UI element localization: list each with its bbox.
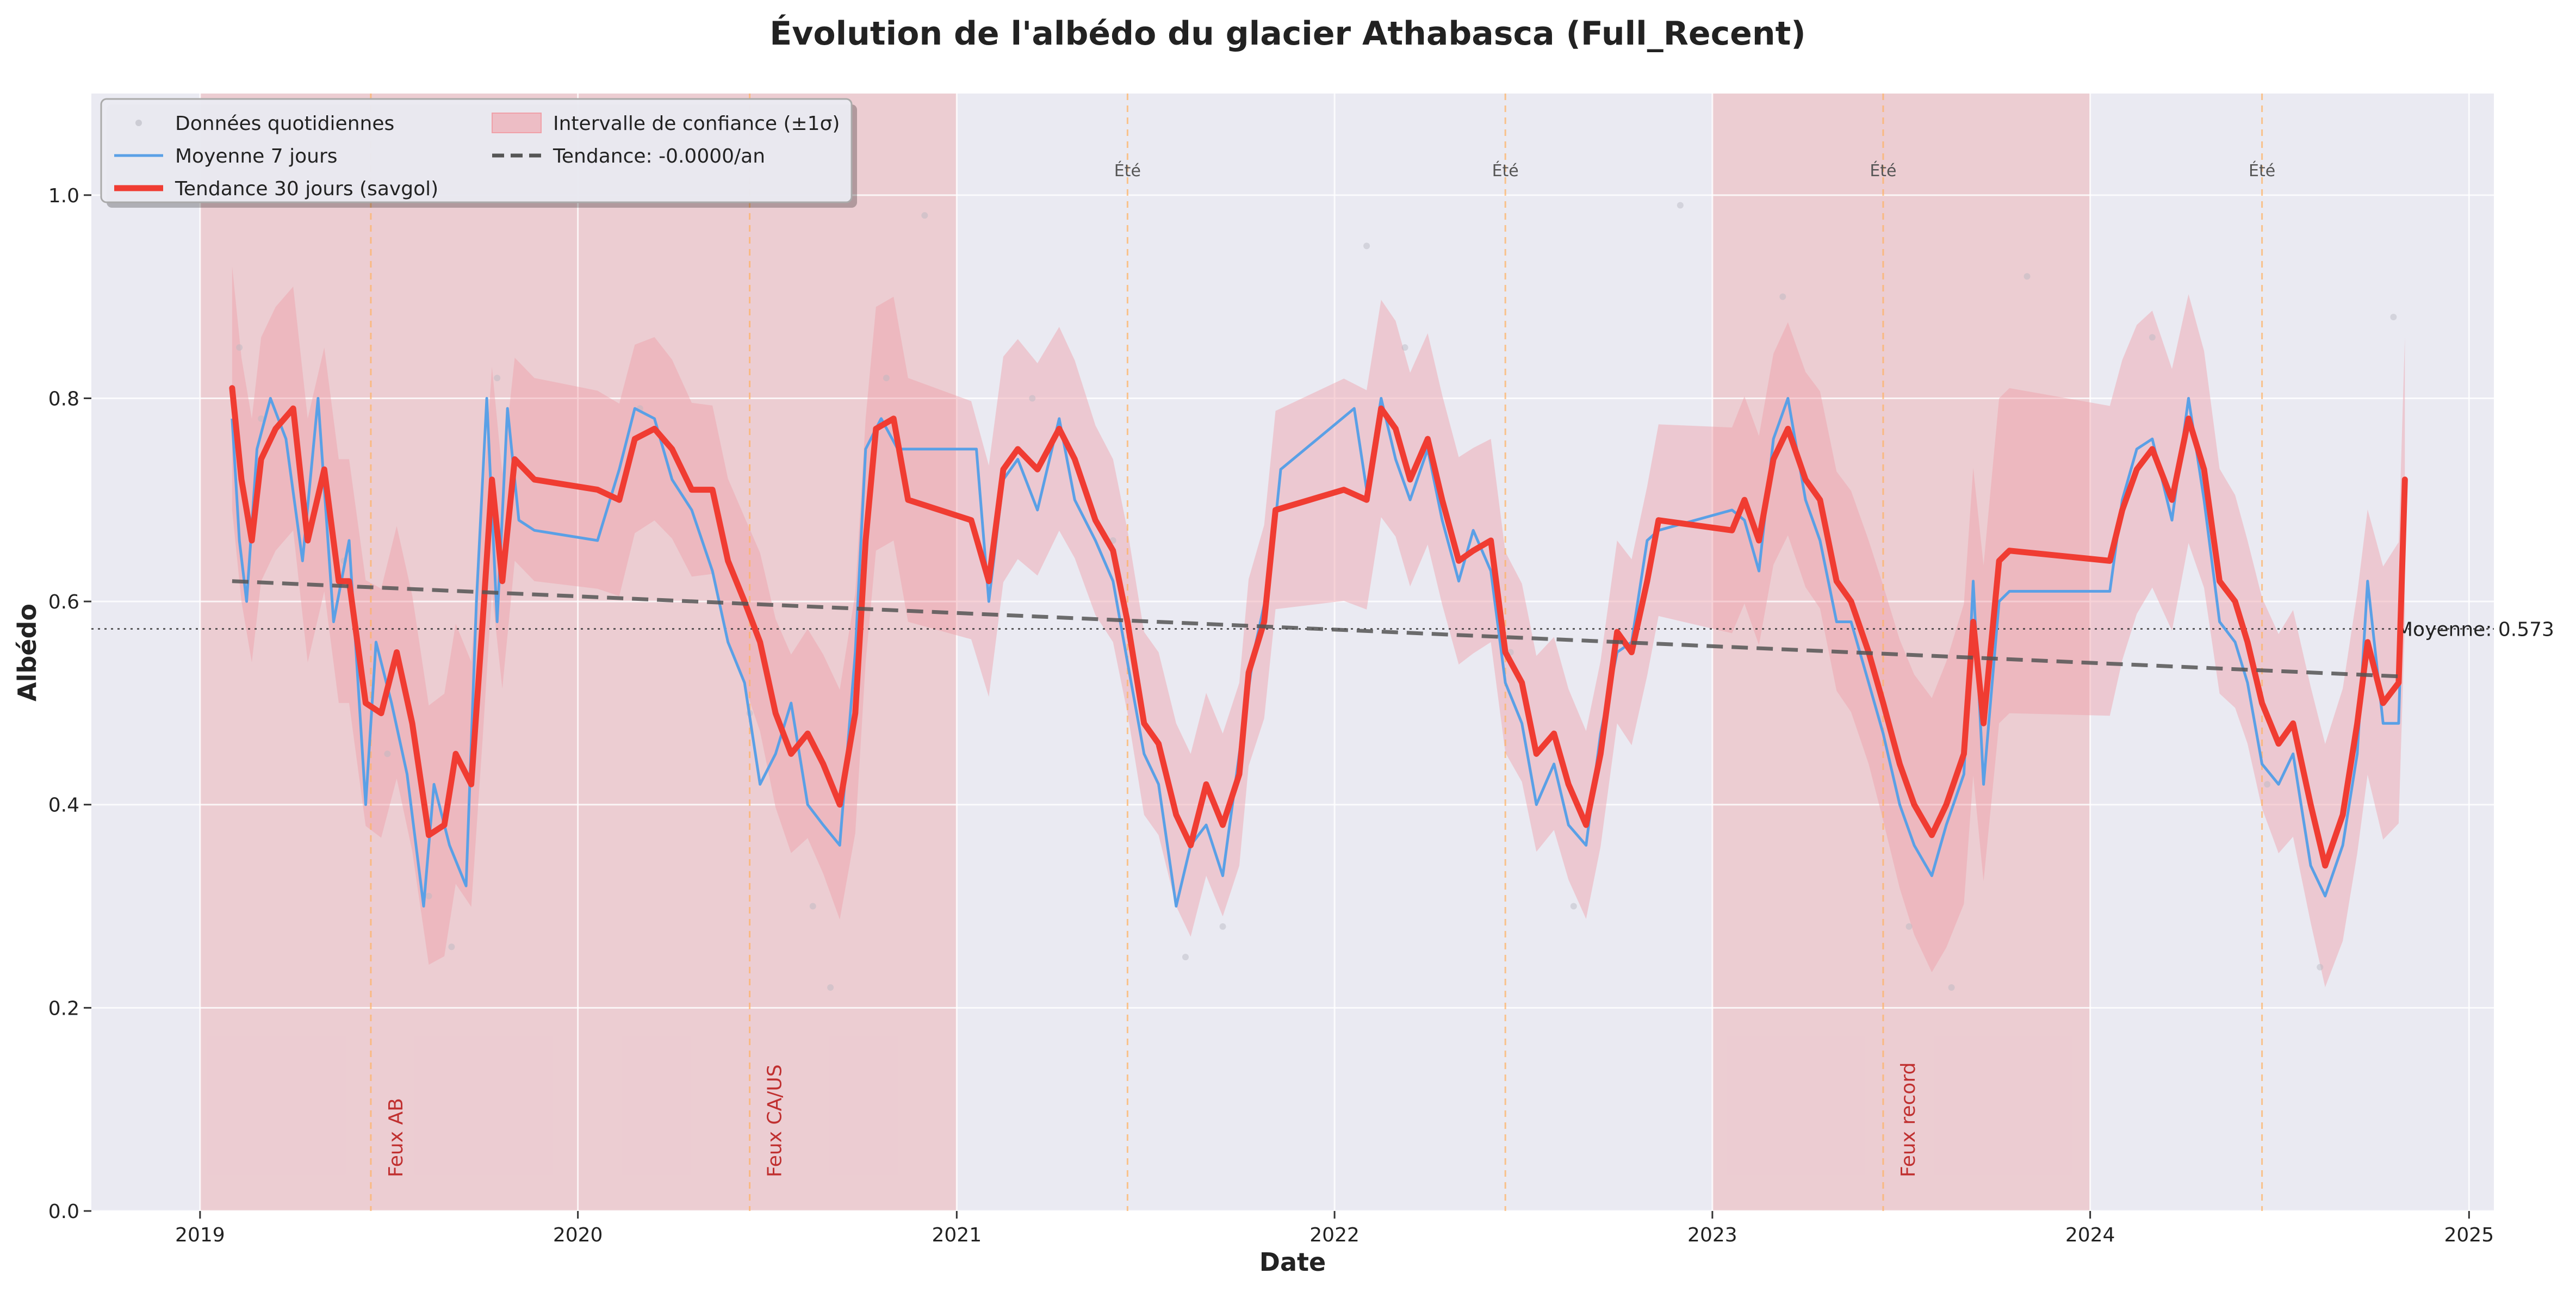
legend-swatch-daily (135, 120, 142, 126)
fire-period-shade (1712, 94, 2090, 1211)
x-tick-label: 2019 (175, 1224, 225, 1246)
daily-point (1905, 923, 1913, 930)
summer-label: Été (1870, 161, 1896, 181)
y-tick-label: 0.0 (48, 1201, 79, 1223)
daily-point (1570, 903, 1577, 910)
legend-label: Tendance 30 jours (savgol) (175, 178, 438, 200)
daily-point (425, 892, 432, 899)
daily-point (2023, 273, 2031, 280)
daily-point (258, 415, 265, 422)
daily-point (384, 750, 391, 757)
daily-point (1363, 243, 1370, 250)
series-line-mean7 (231, 396, 2406, 908)
y-tick-label: 0.4 (48, 794, 79, 817)
fire-event-label: Feux AB (385, 1098, 407, 1177)
daily-point (236, 344, 243, 351)
daily-point (1779, 293, 1786, 300)
daily-point (448, 943, 455, 951)
x-tick-label: 2023 (1687, 1224, 1737, 1246)
daily-point (1219, 923, 1226, 930)
legend-swatch-band (492, 113, 542, 133)
daily-point (827, 984, 834, 991)
y-tick-label: 0.6 (48, 591, 79, 613)
summer-label: Été (2249, 161, 2275, 181)
legend: Données quotidiennes Moyenne 7 jours Tenda… (100, 98, 857, 208)
daily-point (809, 903, 816, 910)
summer-label: Été (1492, 161, 1519, 181)
chart-title: Évolution de l'albédo du glacier Athabas… (769, 14, 1805, 53)
plot-area (91, 94, 2494, 1211)
fire-event-label: Feux record (1897, 1063, 1920, 1177)
mean-label: Moyenne: 0.573 (2396, 619, 2554, 641)
y-tick-label: 0.8 (48, 388, 79, 410)
legend-box (100, 98, 853, 203)
legend-label: Tendance: -0.0000/an (553, 145, 765, 167)
series-line-trend30 (229, 385, 2408, 869)
daily-point (1182, 953, 1189, 960)
summer-label: Été (1114, 161, 1141, 181)
daily-point (1029, 395, 1036, 402)
x-tick-label: 2025 (2444, 1224, 2494, 1246)
daily-point (883, 375, 890, 382)
daily-point (1677, 202, 1684, 209)
y-tick-label: 1.0 (48, 185, 79, 207)
daily-point (1948, 984, 1955, 991)
daily-point (2317, 964, 2324, 971)
x-tick-label: 2021 (932, 1224, 982, 1246)
daily-point (1401, 344, 1408, 351)
x-tick-label: 2022 (1309, 1224, 1360, 1246)
daily-point (2390, 314, 2397, 320)
linear-trend-line (232, 579, 2405, 679)
fire-event-label: Feux CA/US (764, 1064, 786, 1177)
legend-label: Moyenne 7 jours (175, 145, 338, 167)
y-axis-label: Albédo (13, 604, 42, 701)
y-tick-label: 0.2 (48, 997, 79, 1020)
x-axis-label: Date (1259, 1247, 1326, 1277)
x-tick-label: 2020 (553, 1224, 603, 1246)
legend-label: Intervalle de confiance (±1σ) (553, 113, 840, 135)
daily-point (921, 212, 928, 219)
x-tick-label: 2024 (2065, 1224, 2115, 1246)
daily-point (494, 375, 501, 382)
daily-point (2264, 781, 2271, 788)
legend-label: Données quotidiennes (175, 113, 394, 135)
daily-point (2149, 334, 2156, 341)
